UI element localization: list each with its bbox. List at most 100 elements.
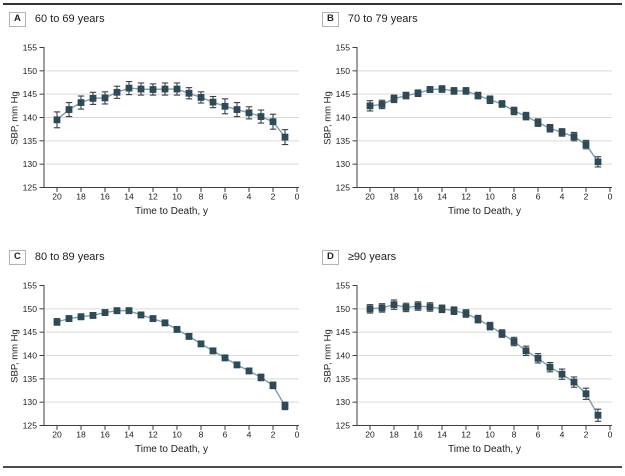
data-point-marker (65, 106, 73, 113)
y-tick-label: 145 (336, 327, 351, 337)
data-point-marker (257, 113, 265, 120)
data-point-marker (137, 85, 145, 93)
data-point-marker (582, 390, 590, 398)
x-tick-label: 6 (536, 430, 541, 440)
panel-a: 125 130 135 140 145 150 155 20 18 16 14 12 10 8 6 4 2 0 A… (0, 0, 312, 238)
x-tick-label: 18 (389, 430, 399, 440)
data-point-marker (53, 116, 61, 124)
x-tick-label: 8 (199, 192, 204, 202)
panel-header: C 80 to 89 years (9, 250, 105, 265)
data-point-marker (89, 311, 97, 319)
data-point-marker (486, 322, 494, 330)
y-tick-label: 145 (336, 89, 351, 99)
y-tick-label: 130 (23, 397, 38, 407)
panel-letter: D (322, 250, 339, 265)
x-tick-label: 10 (172, 430, 182, 440)
y-tick-label: 155 (23, 43, 38, 53)
data-point-marker (498, 330, 506, 337)
x-tick-label: 10 (172, 192, 182, 202)
y-tick-label: 140 (336, 351, 351, 361)
x-tick-label: 16 (100, 430, 110, 440)
data-point-marker (173, 85, 181, 93)
data-point-marker (390, 95, 398, 103)
panel-title: 60 to 69 years (34, 13, 105, 26)
gridlines (45, 308, 299, 403)
data-point-marker (366, 305, 374, 313)
data-point-marker (438, 305, 446, 313)
data-point-marker (125, 307, 133, 315)
data-point-marker (534, 119, 542, 127)
y-axis: 125 130 135 140 145 150 155 (336, 43, 358, 193)
x-tick-label: 2 (584, 192, 589, 202)
x-tick-label: 14 (437, 430, 447, 440)
y-tick-label: 145 (23, 89, 38, 99)
y-axis-title: SBP, mm Hg (322, 91, 334, 145)
data-point-marker (510, 107, 518, 115)
y-tick-label: 125 (336, 183, 351, 193)
data-point-marker (378, 101, 386, 108)
data-point-marker (269, 118, 277, 126)
y-tick-label: 150 (23, 66, 38, 76)
x-tick-label: 8 (512, 430, 517, 440)
data-point-marker (149, 86, 157, 93)
x-tick-label: 14 (437, 192, 447, 202)
data-point-marker (161, 319, 169, 327)
series (53, 81, 289, 146)
data-point-marker (233, 106, 241, 113)
panel-letter: A (9, 12, 26, 27)
data-point-marker (498, 100, 506, 108)
data-point-marker (233, 361, 241, 369)
y-tick-label: 140 (336, 113, 351, 123)
panel-d: 125 130 135 140 145 150 155 20 18 16 14 12 10 8 6 4 2 0 D… (313, 238, 625, 476)
y-tick-label: 135 (23, 374, 38, 384)
data-point-marker (426, 303, 434, 311)
series (366, 85, 602, 168)
data-point-marker (450, 87, 458, 95)
y-tick-label: 130 (336, 159, 351, 169)
y-tick-label: 135 (23, 136, 38, 146)
x-axis: 20 18 16 14 12 10 8 6 4 2 0 (357, 425, 613, 440)
y-tick-label: 135 (336, 374, 351, 384)
panel-title: 70 to 79 years (347, 13, 418, 26)
data-point-marker (101, 309, 109, 316)
x-tick-label: 16 (100, 192, 110, 202)
x-tick-label: 12 (148, 192, 158, 202)
x-tick-label: 0 (608, 430, 613, 440)
panel-letter: B (322, 12, 339, 27)
data-point-marker (546, 363, 554, 371)
gridlines (45, 70, 299, 165)
x-tick-label: 8 (199, 430, 204, 440)
y-axis-title: SBP, mm Hg (9, 329, 21, 383)
data-point-marker (245, 367, 253, 375)
y-tick-label: 155 (23, 281, 38, 291)
x-tick-label: 20 (52, 430, 62, 440)
y-tick-label: 155 (336, 281, 351, 291)
data-point-marker (546, 124, 554, 132)
x-tick-label: 2 (271, 192, 276, 202)
x-axis-title: Time to Death, y (135, 444, 208, 455)
x-tick-label: 18 (76, 192, 86, 202)
x-tick-label: 6 (536, 192, 541, 202)
data-point-marker (510, 338, 518, 345)
x-axis: 20 18 16 14 12 10 8 6 4 2 0 (44, 425, 300, 440)
panel-header: D ≥90 years (322, 250, 396, 265)
data-point-marker (65, 315, 73, 323)
y-axis-title: SBP, mm Hg (9, 91, 21, 145)
data-point-marker (113, 307, 121, 315)
data-point-marker (221, 102, 229, 110)
y-tick-label: 125 (23, 421, 38, 431)
panel-title: 80 to 89 years (34, 251, 105, 264)
bottom-rule (3, 466, 622, 468)
y-axis-title: SBP, mm Hg (322, 329, 334, 383)
data-point-marker (462, 87, 470, 95)
x-tick-label: 12 (461, 192, 471, 202)
data-point-marker (53, 318, 61, 326)
y-tick-label: 125 (23, 183, 38, 193)
data-point-marker (450, 307, 458, 315)
data-point-marker (209, 347, 217, 355)
x-tick-label: 14 (124, 192, 134, 202)
